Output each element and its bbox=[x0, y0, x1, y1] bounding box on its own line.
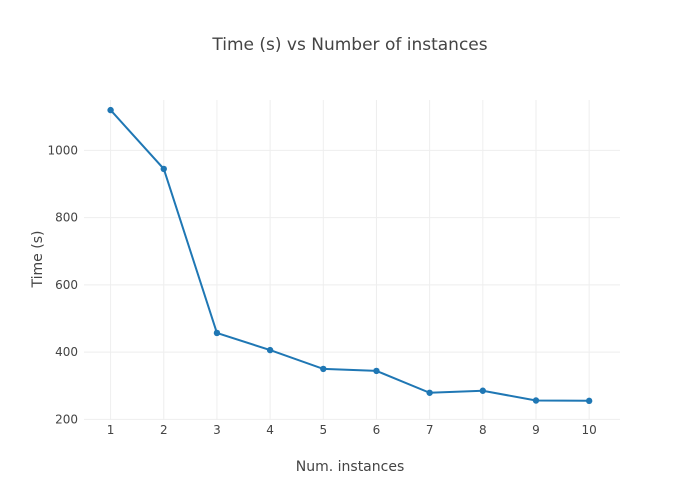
plot-series bbox=[107, 106, 593, 405]
x-axis-title: Num. instances bbox=[296, 459, 405, 475]
data-point bbox=[266, 346, 274, 354]
y-axis-title: Time (s) bbox=[30, 231, 46, 289]
y-tick-label: 400 bbox=[55, 345, 78, 359]
y-tick-label: 800 bbox=[55, 211, 78, 225]
x-tick-label: 8 bbox=[479, 423, 487, 437]
x-tick-label: 2 bbox=[160, 423, 168, 437]
data-point bbox=[107, 106, 114, 114]
data-point bbox=[585, 397, 593, 405]
data-point bbox=[160, 165, 167, 173]
x-tick-label: 5 bbox=[319, 423, 327, 437]
x-tick-label: 1 bbox=[107, 423, 115, 437]
x-axis-ticks: 1 2 3 4 5 6 7 8 9 10 bbox=[107, 423, 597, 437]
y-tick-label: 200 bbox=[55, 412, 78, 426]
data-point bbox=[479, 387, 487, 394]
y-tick-label: 1000 bbox=[47, 143, 78, 157]
x-tick-label: 10 bbox=[582, 423, 597, 437]
data-point bbox=[532, 397, 540, 404]
series-line bbox=[109, 109, 590, 402]
data-point bbox=[426, 389, 433, 396]
chart-title: Time (s) vs Number of instances bbox=[211, 35, 487, 55]
y-axis-ticks: 200 400 600 800 1000 bbox=[47, 143, 78, 426]
x-tick-label: 9 bbox=[532, 423, 540, 437]
data-point bbox=[320, 365, 327, 373]
x-tick-label: 6 bbox=[373, 423, 381, 437]
data-point bbox=[213, 329, 221, 337]
x-tick-label: 7 bbox=[426, 423, 434, 437]
x-tick-label: 4 bbox=[266, 423, 274, 437]
gridlines bbox=[84, 100, 620, 420]
data-point bbox=[373, 367, 380, 375]
x-tick-label: 3 bbox=[213, 423, 221, 437]
y-tick-label: 600 bbox=[55, 278, 78, 292]
